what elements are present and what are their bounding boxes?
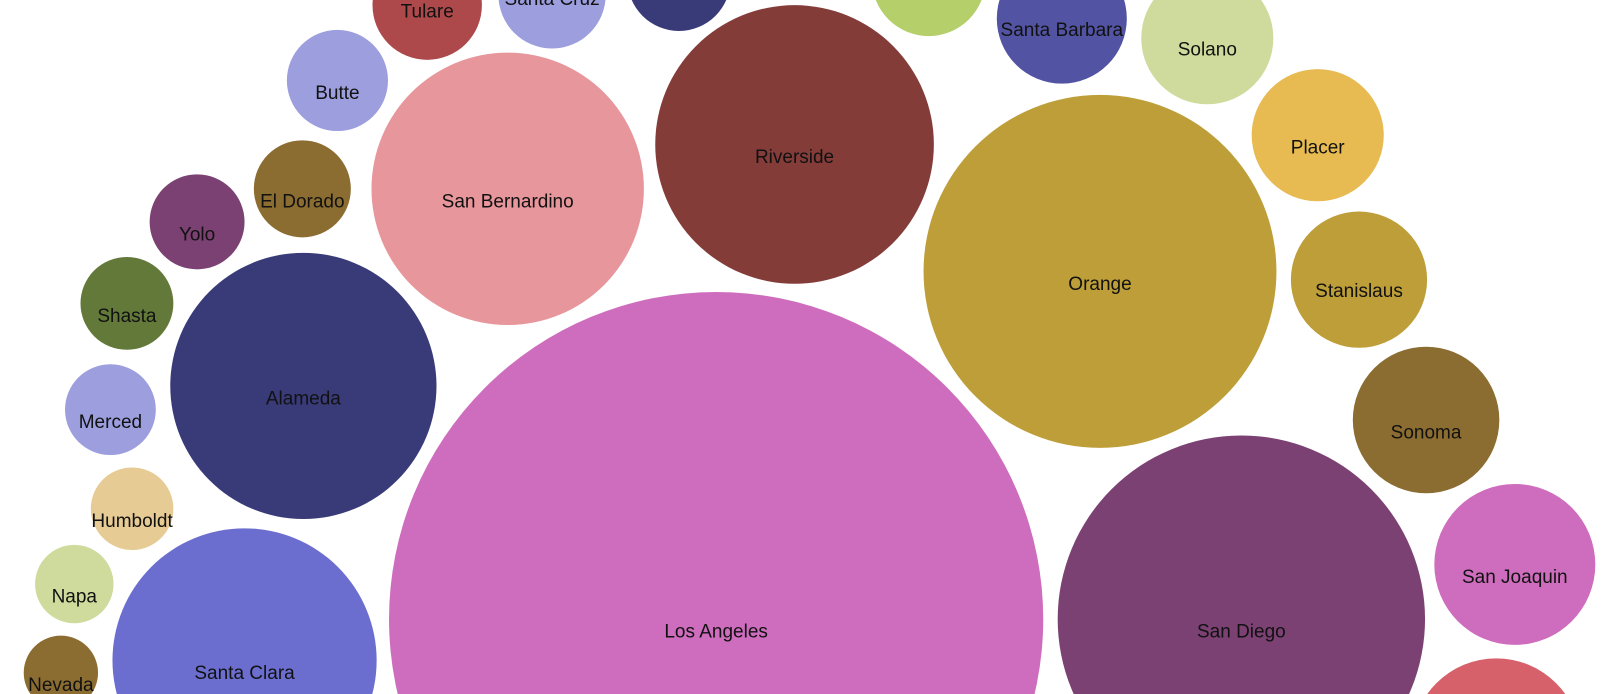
bubble: [149, 174, 245, 270]
bubble: [1251, 69, 1384, 202]
bubble: [1352, 346, 1500, 494]
bubble-label: Nevada: [28, 675, 94, 694]
bubble: [875, 0, 982, 37]
bubble: [923, 94, 1277, 448]
bubble: [65, 364, 156, 456]
bubble-label: Sonoma: [1391, 422, 1462, 443]
bubble: [996, 0, 1127, 84]
bubble-label: Napa: [52, 586, 98, 607]
bubble-label: Yolo: [179, 224, 215, 245]
bubble-label: Humboldt: [91, 511, 173, 532]
bubble: [631, 0, 727, 31]
bubble-label: Santa Barbara: [1001, 20, 1124, 41]
bubble-label: Butte: [315, 83, 359, 104]
bubble: [655, 5, 934, 284]
bubble: [90, 467, 174, 550]
bubble-label: Tulare: [401, 1, 454, 22]
bubble-label: San Bernardino: [442, 191, 574, 212]
bubble-label: Orange: [1068, 274, 1131, 295]
bubble-label: Santa Cruz: [505, 0, 600, 10]
bubble: [1290, 211, 1428, 348]
bubble: [1427, 658, 1566, 694]
bubble-label: Solano: [1178, 40, 1237, 61]
bubble: [23, 635, 99, 694]
bubble: [498, 0, 606, 49]
bubble-label: Alameda: [266, 388, 341, 409]
bubble: [170, 252, 437, 520]
bubble: [371, 52, 644, 326]
bubble: [253, 140, 351, 238]
bubble: [372, 0, 482, 60]
bubble-label: Riverside: [755, 147, 834, 168]
bubble-label: Santa Clara: [194, 663, 295, 684]
bubble-label: San Joaquin: [1462, 567, 1568, 588]
bubble-label: Merced: [79, 412, 142, 433]
bubble-label: Placer: [1291, 138, 1346, 159]
bubble-label: El Dorado: [260, 191, 345, 212]
bubble-label: Los Angeles: [664, 622, 768, 643]
bubble-label: San Diego: [1197, 622, 1286, 643]
bubble: [112, 528, 377, 694]
bubble: [389, 292, 1044, 694]
bubble-label: Shasta: [97, 306, 157, 327]
bubble: [80, 256, 174, 350]
bubble: [1434, 483, 1596, 645]
bubble: [1141, 0, 1274, 105]
bubble: [35, 544, 114, 624]
bubble: [1057, 435, 1425, 694]
bubble-label: Stanislaus: [1315, 281, 1403, 302]
bubble: [286, 29, 388, 132]
